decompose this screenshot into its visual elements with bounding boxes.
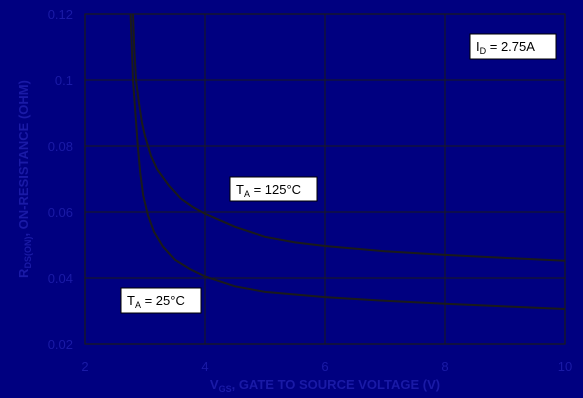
series-line-0 [132, 13, 566, 262]
annotation-ta-125: TA = 125°C [229, 176, 318, 202]
y-tick-label-1: 0.04 [48, 271, 73, 286]
x-tick-label-4: 10 [558, 359, 572, 374]
x-tick-label-1: 4 [201, 359, 208, 374]
annotation-id: ID = 2.75A [469, 33, 557, 60]
x-tick-label-2: 6 [321, 359, 328, 374]
y-axis-title-sub: DS(ON) [23, 237, 33, 269]
y-tick-label-3: 0.08 [48, 139, 73, 154]
svg-text:TA = 125°C: TA = 125°C [236, 182, 301, 199]
curves [129, 13, 566, 310]
x-axis-title-main: V [210, 377, 219, 392]
y-axis-title: RDS(ON), ON-RESISTANCE (OHM) [16, 80, 33, 278]
plot-frame [84, 13, 566, 345]
annotation-ta-25: TA = 25°C [120, 287, 202, 314]
tick-labels: 2 4 6 8 10 0.02 0.04 0.06 0.08 0.1 0.12 [48, 7, 573, 374]
y-axis-title-main: R [16, 268, 31, 278]
y-tick-label-5: 0.12 [48, 7, 73, 22]
svg-text:TA = 25°C: TA = 25°C [127, 293, 185, 310]
x-axis-title: VGS, GATE TO SOURCE VOLTAGE (V) [210, 377, 440, 394]
series-line-1 [129, 13, 566, 310]
y-tick-label-2: 0.06 [48, 205, 73, 220]
y-tick-label-0: 0.02 [48, 337, 73, 352]
x-axis-title-rest: , GATE TO SOURCE VOLTAGE (V) [232, 377, 441, 392]
y-axis-title-rest: , ON-RESISTANCE (OHM) [16, 80, 31, 236]
svg-text:ID = 2.75A: ID = 2.75A [476, 39, 535, 56]
y-tick-label-4: 0.1 [55, 73, 73, 88]
x-tick-label-0: 2 [81, 359, 88, 374]
x-axis-title-sub: GS [219, 384, 232, 394]
x-tick-label-3: 8 [441, 359, 448, 374]
